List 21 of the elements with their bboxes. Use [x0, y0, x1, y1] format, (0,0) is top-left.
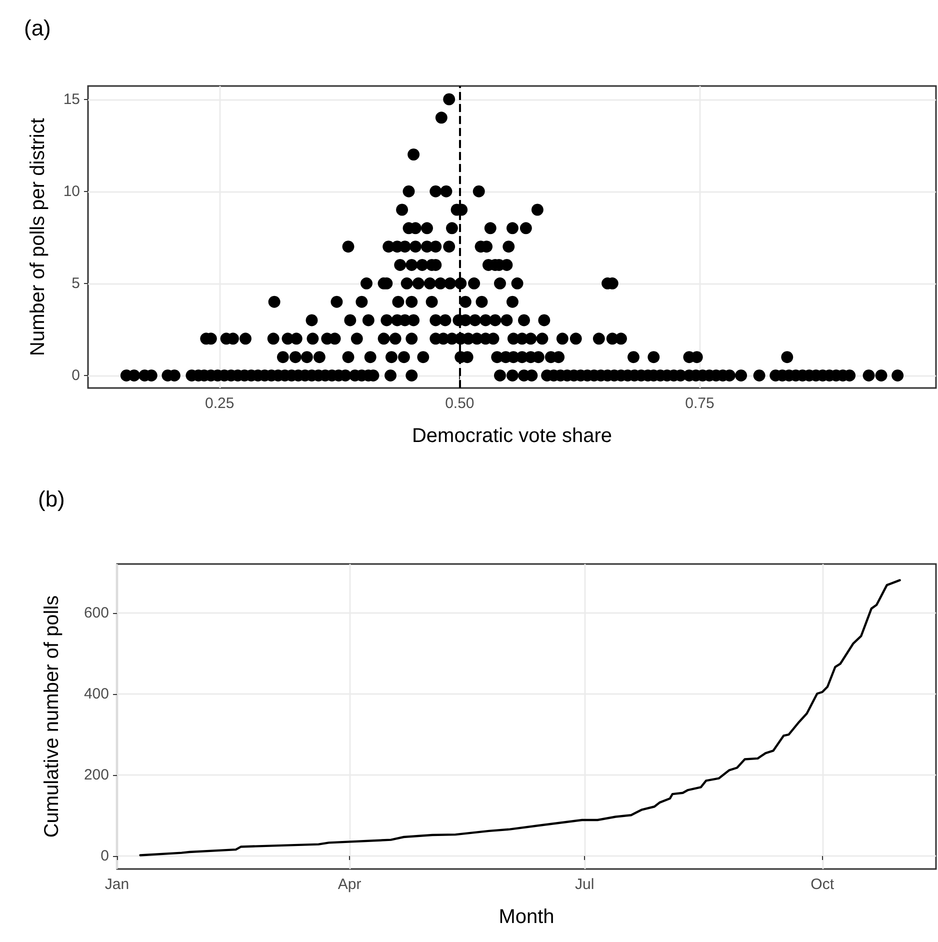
- x-tick-label: Jul: [575, 876, 594, 893]
- y-axis-title: Number of polls per district: [27, 118, 49, 356]
- y-tick-label: 0: [72, 366, 80, 384]
- y-tick-label: 400: [84, 686, 109, 703]
- x-tick-label: 0.25: [204, 395, 234, 412]
- x-tick-label: Apr: [338, 876, 362, 893]
- x-tick-label: Jan: [104, 876, 130, 893]
- x-tick-label: Oct: [810, 876, 835, 893]
- y-tick-label: 600: [84, 604, 109, 622]
- y-tick-label: 200: [84, 766, 109, 784]
- y-axis-title: Cumulative number of polls: [41, 595, 63, 838]
- chart-title: (a): [24, 16, 51, 40]
- y-tick-label: 10: [63, 182, 80, 200]
- chart-title: (b): [38, 486, 65, 512]
- x-axis-title: Month: [498, 906, 554, 928]
- y-tick-label: 0: [100, 848, 109, 865]
- x-tick-label: 0.50: [445, 395, 474, 412]
- y-tick-label: 5: [72, 274, 80, 292]
- y-tick-label: 15: [63, 90, 80, 108]
- x-axis-title: Democratic vote share: [412, 425, 612, 447]
- x-tick-label: 0.75: [685, 395, 714, 412]
